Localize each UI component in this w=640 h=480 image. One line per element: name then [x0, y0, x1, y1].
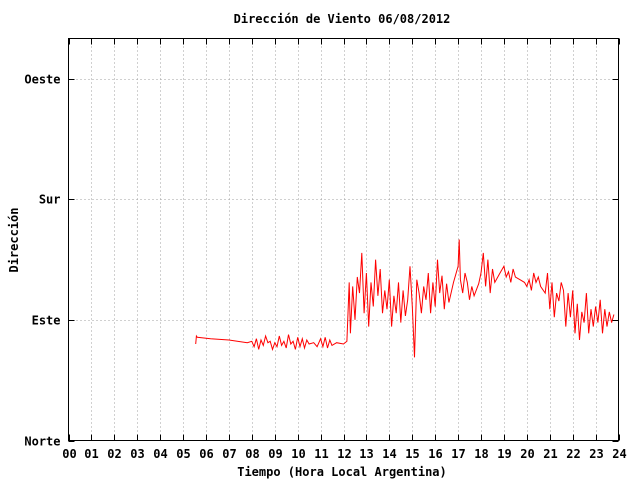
- x-tick-label: 18: [474, 447, 488, 461]
- x-tick-label: 04: [153, 447, 167, 461]
- x-tick-label: 15: [405, 447, 419, 461]
- x-tick-label: 20: [520, 447, 534, 461]
- x-tick-label: 00: [62, 447, 76, 461]
- x-axis-label: Tiempo (Hora Local Argentina): [237, 465, 447, 479]
- x-tick-label: 12: [337, 447, 351, 461]
- x-tick-label: 23: [589, 447, 603, 461]
- x-tick-label: 13: [359, 447, 373, 461]
- wind-direction-series-line: [195, 239, 615, 358]
- chart-title: Dirección de Viento 06/08/2012: [234, 12, 451, 26]
- x-tick-label: 11: [314, 447, 328, 461]
- x-tick-label: 03: [130, 447, 144, 461]
- plot-frame: [68, 38, 619, 441]
- y-tick-labels: Norte Este Sur Oeste: [24, 73, 60, 449]
- x-tick-label: 16: [428, 447, 442, 461]
- x-tick-label: 08: [245, 447, 259, 461]
- x-tick-label: 09: [268, 447, 282, 461]
- x-tick-label: 19: [497, 447, 511, 461]
- x-tick-label: 01: [84, 447, 98, 461]
- x-tick-label: 14: [382, 447, 396, 461]
- grid: [68, 38, 619, 441]
- x-tick-label: 22: [566, 447, 580, 461]
- x-tick-label: 02: [107, 447, 121, 461]
- x-tick-label: 07: [222, 447, 236, 461]
- y-tick-label: Este: [32, 314, 61, 328]
- x-tick-label: 17: [451, 447, 465, 461]
- x-tick-label: 10: [291, 447, 305, 461]
- y-tick-label: Norte: [24, 435, 60, 449]
- y-axis-label: Dirección: [7, 207, 21, 272]
- x-tick-labels: 00 01 02 03 04 05 06 07 08 09 10 11 12 13 14 15 16 17 18 19…: [62, 447, 626, 461]
- x-tick-label: 24: [612, 447, 626, 461]
- x-tick-label: 05: [176, 447, 190, 461]
- y-tick-label: Sur: [39, 193, 61, 207]
- axis-ticks: [68, 38, 620, 442]
- series-layer: [195, 239, 615, 358]
- x-tick-label: 06: [199, 447, 213, 461]
- x-tick-label: 21: [543, 447, 557, 461]
- y-tick-label: Oeste: [24, 73, 60, 87]
